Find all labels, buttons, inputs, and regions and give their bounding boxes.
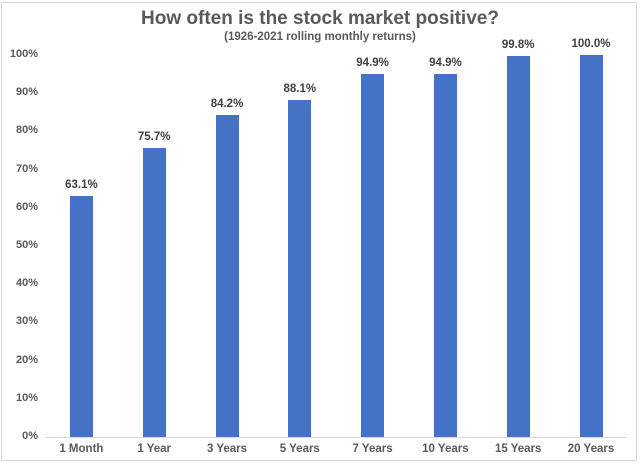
data-label: 94.9% (356, 57, 389, 70)
x-tick-label: 10 Years (422, 443, 469, 455)
bar (506, 55, 530, 437)
y-tick-label: 80% (15, 124, 38, 137)
bar (361, 74, 385, 437)
bar (69, 195, 93, 437)
y-tick-label: 60% (15, 200, 38, 213)
y-tick-label: 70% (15, 162, 38, 175)
data-label: 94.9% (429, 57, 462, 70)
data-label: 84.2% (210, 98, 244, 111)
y-tick-label: 40% (15, 277, 38, 290)
x-tick-label: 20 Years (567, 443, 615, 455)
data-label: 88.1% (283, 83, 317, 96)
x-tick-label: 5 Years (279, 443, 320, 455)
bar (433, 74, 457, 437)
y-tick-label: 0% (22, 430, 38, 442)
x-tick-label: 1 Year (137, 443, 172, 455)
x-tick-label: 7 Years (352, 443, 393, 455)
data-label: 99.8% (501, 38, 535, 51)
x-tick-label: 15 Years (494, 443, 542, 455)
chart-title: How often is the stock market positive? (141, 8, 499, 29)
x-tick-label: 1 Month (59, 443, 104, 455)
bar (579, 55, 603, 437)
data-label: 63.1% (65, 178, 98, 191)
x-axis-line (45, 437, 627, 438)
data-label: 100.0% (571, 38, 611, 50)
data-label: 75.7% (137, 130, 171, 143)
bar (288, 100, 312, 437)
y-tick-label: 30% (15, 315, 38, 328)
bar (142, 147, 166, 437)
y-tick-label: 50% (15, 239, 38, 251)
y-tick-label: 10% (15, 391, 38, 404)
y-tick-label: 20% (15, 353, 38, 366)
y-tick-label: 90% (15, 86, 38, 99)
bar (215, 115, 239, 437)
x-tick-label: 3 Years (206, 443, 248, 455)
y-tick-label: 100% (9, 48, 38, 60)
chart-subtitle: (1926-2021 rolling monthly returns) (224, 31, 416, 43)
